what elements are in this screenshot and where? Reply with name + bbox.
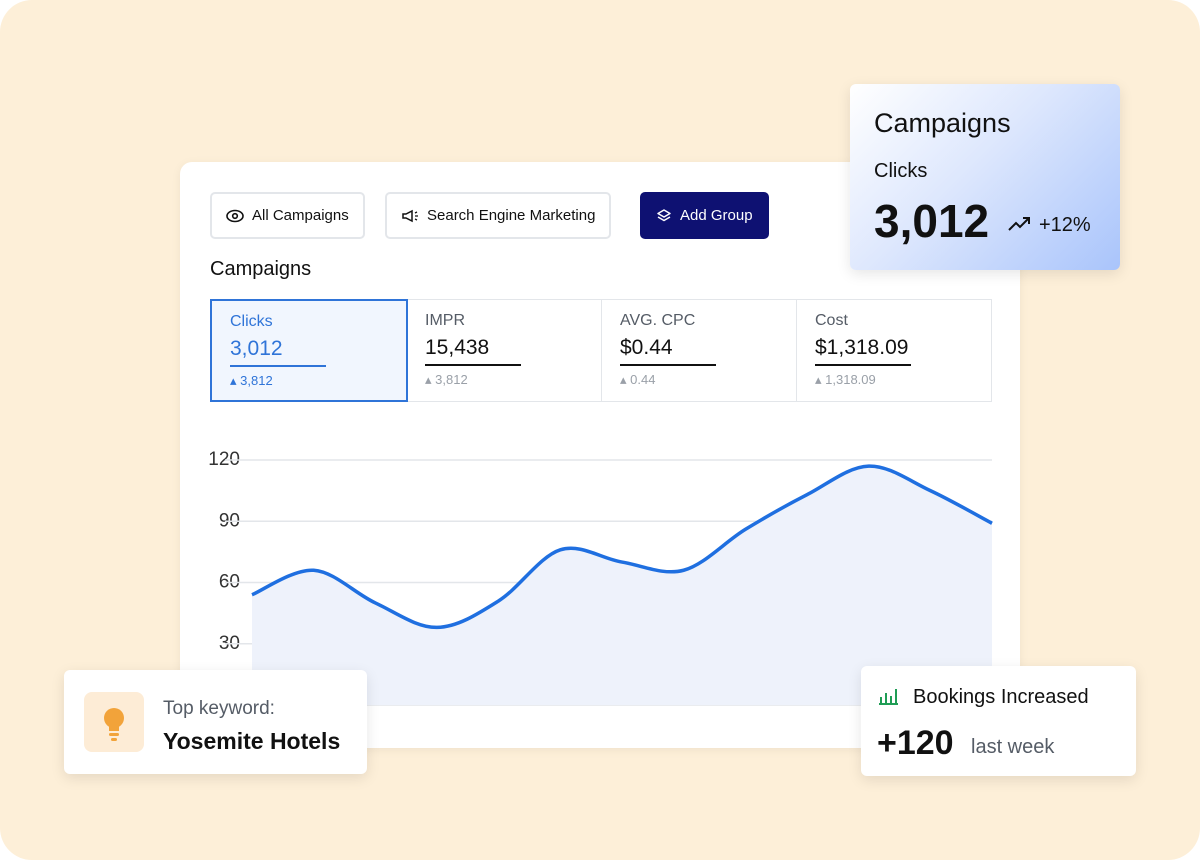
keyword-card: Top keyword: Yosemite Hotels (64, 670, 367, 774)
metric-value: 15,438 (425, 336, 521, 366)
metric-change: ▴ 1,318.09 (815, 372, 876, 387)
metric-tile[interactable]: IMPR 15,438 ▴ 3,812 (407, 300, 602, 401)
layers-icon (657, 208, 671, 221)
eye-icon (226, 209, 244, 222)
bookings-period: last week (971, 736, 1055, 758)
summary-card: Campaigns Clicks 3,012 +12% (850, 84, 1120, 270)
summary-metric: Clicks (874, 160, 928, 182)
summary-value: 3,012 (874, 195, 990, 247)
metric-label: Clicks (230, 313, 273, 330)
button-label: Search Engine Marketing (427, 207, 596, 224)
button-label: All Campaigns (252, 207, 349, 224)
metric-tiles: Clicks 3,012 ▴ 3,812 IMPR 15,438 ▴ 3,812 AVG… (210, 299, 992, 402)
metric-tile[interactable]: Clicks 3,012 ▴ 3,812 (210, 299, 408, 402)
y-tick-label: 120 (208, 449, 240, 470)
metric-change-value: 3,812 (435, 372, 468, 387)
megaphone-icon (402, 209, 418, 222)
section-title: Campaigns (210, 258, 312, 280)
bulb-badge (84, 692, 144, 752)
metric-value: 3,012 (230, 337, 326, 367)
metric-label: IMPR (425, 312, 465, 329)
metric-change: ▴ 3,812 (230, 373, 273, 388)
filter-button[interactable]: Search Engine Marketing (385, 192, 612, 239)
metric-value: $0.44 (620, 336, 716, 366)
line (251, 464, 993, 630)
metric-tile[interactable]: AVG. CPC $0.44 ▴ 0.44 (602, 300, 797, 401)
bookings-title: Bookings Increased (913, 686, 1089, 708)
filter-button[interactable]: All Campaigns (210, 192, 365, 239)
trend-icon (1008, 217, 1030, 231)
summary-change: +12% (1039, 214, 1091, 236)
bar-icon (879, 689, 898, 705)
keyword-label: Top keyword: (163, 698, 275, 719)
keyword-value: Yosemite Hotels (163, 728, 341, 754)
add-group-button[interactable]: Add Group (640, 192, 769, 239)
metric-change-value: 0.44 (630, 372, 656, 387)
button-label: Add Group (680, 207, 753, 224)
metric-tile[interactable]: Cost $1,318.09 ▴ 1,318.09 (797, 300, 991, 401)
metric-change: ▴ 3,812 (425, 372, 468, 387)
area-fill (252, 466, 992, 705)
metric-value: $1,318.09 (815, 336, 911, 366)
metric-change-value: 3,812 (240, 373, 273, 388)
bookings-value: +120 (877, 724, 954, 762)
metric-label: AVG. CPC (620, 312, 696, 329)
summary-title: Campaigns (874, 108, 1011, 138)
metric-label: Cost (815, 312, 848, 329)
bulb-icon (104, 708, 124, 741)
metric-change-value: 1,318.09 (825, 372, 876, 387)
metric-change: ▴ 0.44 (620, 372, 656, 387)
bookings-card: Bookings Increased +120 last week (861, 666, 1136, 776)
